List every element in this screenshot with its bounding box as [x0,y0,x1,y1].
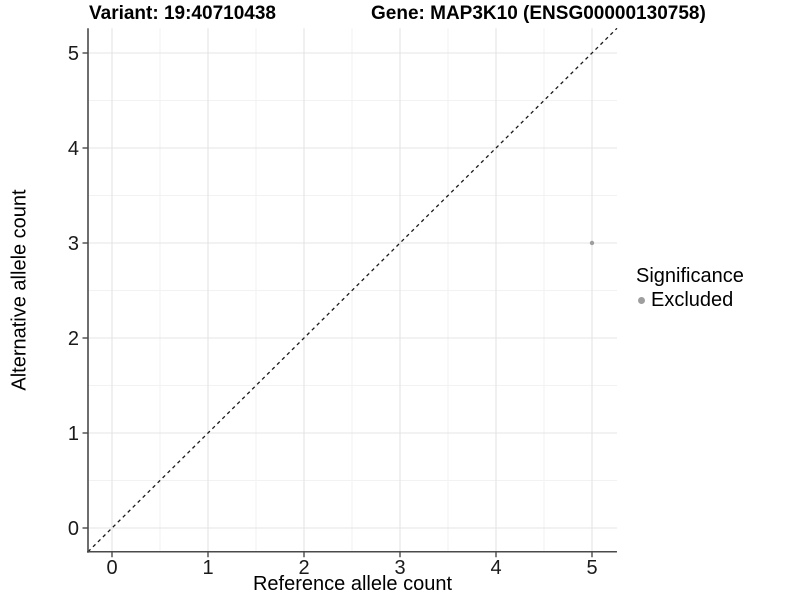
y-tick-label: 5 [68,43,79,65]
identity-line [87,27,618,553]
x-tick-label: 3 [394,557,405,579]
y-tick-label: 2 [68,328,79,350]
y-axis-label: Alternative allele count [8,189,31,391]
y-tick-label: 1 [68,423,79,445]
legend-key-dot [638,297,645,304]
variant-title: Variant: 19:40710438 [89,3,276,24]
legend-items: Excluded [636,289,744,312]
x-tick-label: 5 [586,557,597,579]
legend-item: Excluded [636,289,744,312]
x-tick-label: 1 [202,557,213,579]
x-tick-label: 4 [490,557,501,579]
y-tick-label: 4 [68,138,79,160]
y-tick-label: 3 [68,233,79,255]
x-axis-label: Reference allele count [252,573,452,595]
x-tick-label: 2 [298,557,309,579]
gene-title: Gene: MAP3K10 (ENSG00000130758) [371,3,706,24]
legend-item-label: Excluded [651,289,734,311]
legend: Significance Excluded [636,265,744,312]
legend-title: Significance [636,265,744,287]
x-tick-label: 0 [106,557,117,579]
data-point [589,240,595,246]
y-tick-label: 0 [68,518,79,540]
